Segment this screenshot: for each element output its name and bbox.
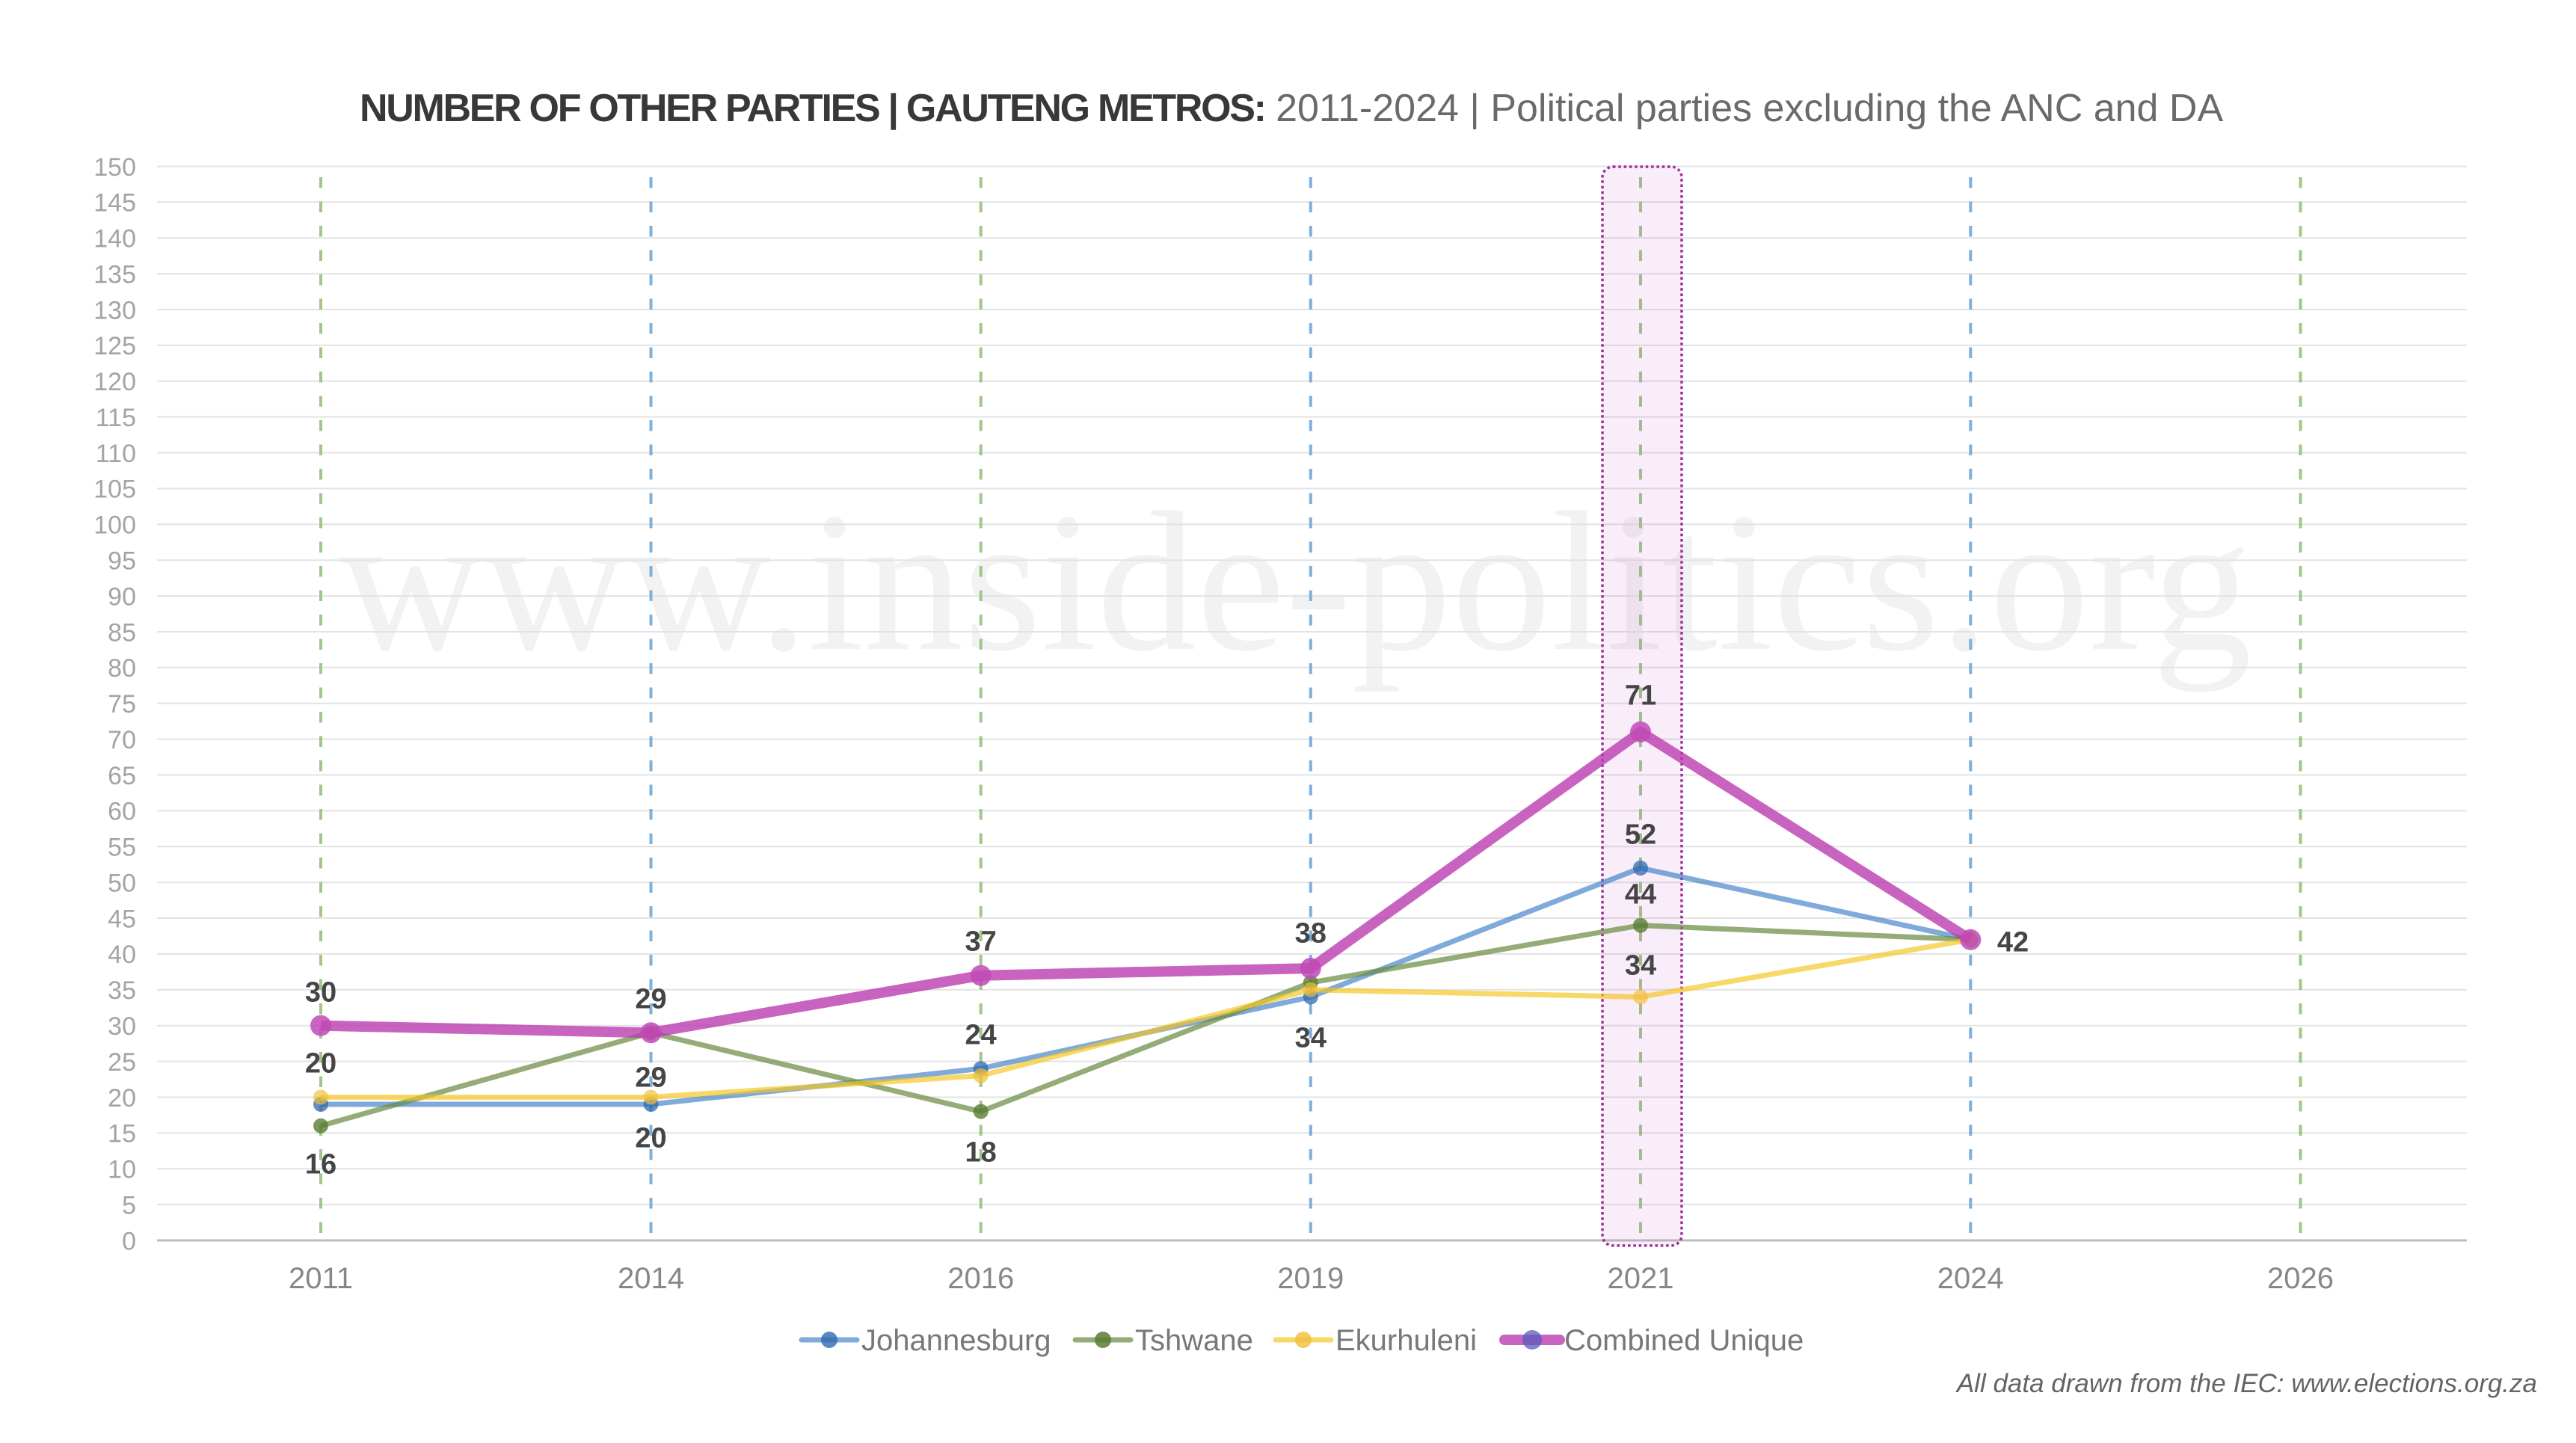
svg-text:38: 38 [1295,918,1327,950]
svg-text:30: 30 [108,1012,136,1041]
svg-text:24: 24 [965,1020,997,1051]
svg-text:35: 35 [108,976,136,1005]
svg-text:Ekurhuleni: Ekurhuleni [1335,1324,1477,1357]
svg-text:0: 0 [122,1227,136,1255]
svg-text:135: 135 [93,260,136,289]
svg-text:29: 29 [635,984,666,1015]
svg-text:Tshwane: Tshwane [1135,1324,1253,1357]
svg-text:37: 37 [965,926,997,958]
svg-text:42: 42 [1997,927,2029,959]
svg-text:2026: 2026 [2267,1262,2334,1295]
svg-text:34: 34 [1295,1023,1327,1054]
svg-text:75: 75 [108,690,136,719]
svg-text:125: 125 [93,332,136,360]
svg-text:50: 50 [108,870,136,898]
svg-text:52: 52 [1625,819,1656,851]
svg-text:45: 45 [108,905,136,933]
svg-text:20: 20 [305,1048,336,1080]
svg-text:25: 25 [108,1048,136,1077]
svg-text:120: 120 [93,368,136,396]
svg-text:www.inside-politics.org: www.inside-politics.org [339,471,2252,692]
svg-text:80: 80 [108,654,136,683]
svg-text:40: 40 [108,941,136,969]
svg-text:15: 15 [108,1120,136,1148]
svg-text:105: 105 [93,476,136,504]
svg-text:2021: 2021 [1608,1262,1674,1295]
svg-text:NUMBER OF OTHER PARTIES | GAUT: NUMBER OF OTHER PARTIES | GAUTENG METROS… [360,87,2223,130]
svg-text:115: 115 [96,404,136,432]
svg-text:2024: 2024 [1937,1262,2004,1295]
svg-text:100: 100 [93,511,136,540]
svg-text:20: 20 [635,1123,666,1154]
svg-text:2019: 2019 [1277,1262,1344,1295]
svg-text:44: 44 [1625,879,1656,911]
svg-text:10: 10 [108,1156,136,1184]
svg-text:130: 130 [93,296,136,324]
svg-text:85: 85 [108,618,136,647]
svg-text:60: 60 [108,798,136,826]
svg-text:30: 30 [305,977,336,1009]
svg-text:All data drawn from the IEC: w: All data drawn from the IEC: www.electio… [1955,1369,2537,1398]
svg-text:65: 65 [108,762,136,790]
svg-text:34: 34 [1625,950,1656,982]
svg-text:2011: 2011 [289,1262,353,1295]
svg-text:110: 110 [96,440,136,468]
svg-text:145: 145 [93,189,136,218]
svg-text:2016: 2016 [947,1262,1014,1295]
svg-text:71: 71 [1625,680,1656,712]
svg-text:18: 18 [965,1137,997,1169]
svg-text:Johannesburg: Johannesburg [861,1324,1051,1357]
svg-text:70: 70 [108,726,136,754]
svg-text:90: 90 [108,582,136,611]
svg-text:29: 29 [635,1062,666,1094]
svg-text:Combined Unique: Combined Unique [1564,1324,1804,1357]
svg-text:5: 5 [122,1191,136,1219]
svg-text:2014: 2014 [618,1262,684,1295]
svg-text:140: 140 [93,225,136,253]
svg-text:95: 95 [108,547,136,576]
svg-text:20: 20 [108,1084,136,1113]
svg-text:16: 16 [305,1149,336,1181]
svg-text:55: 55 [108,834,136,862]
svg-text:150: 150 [93,153,136,182]
